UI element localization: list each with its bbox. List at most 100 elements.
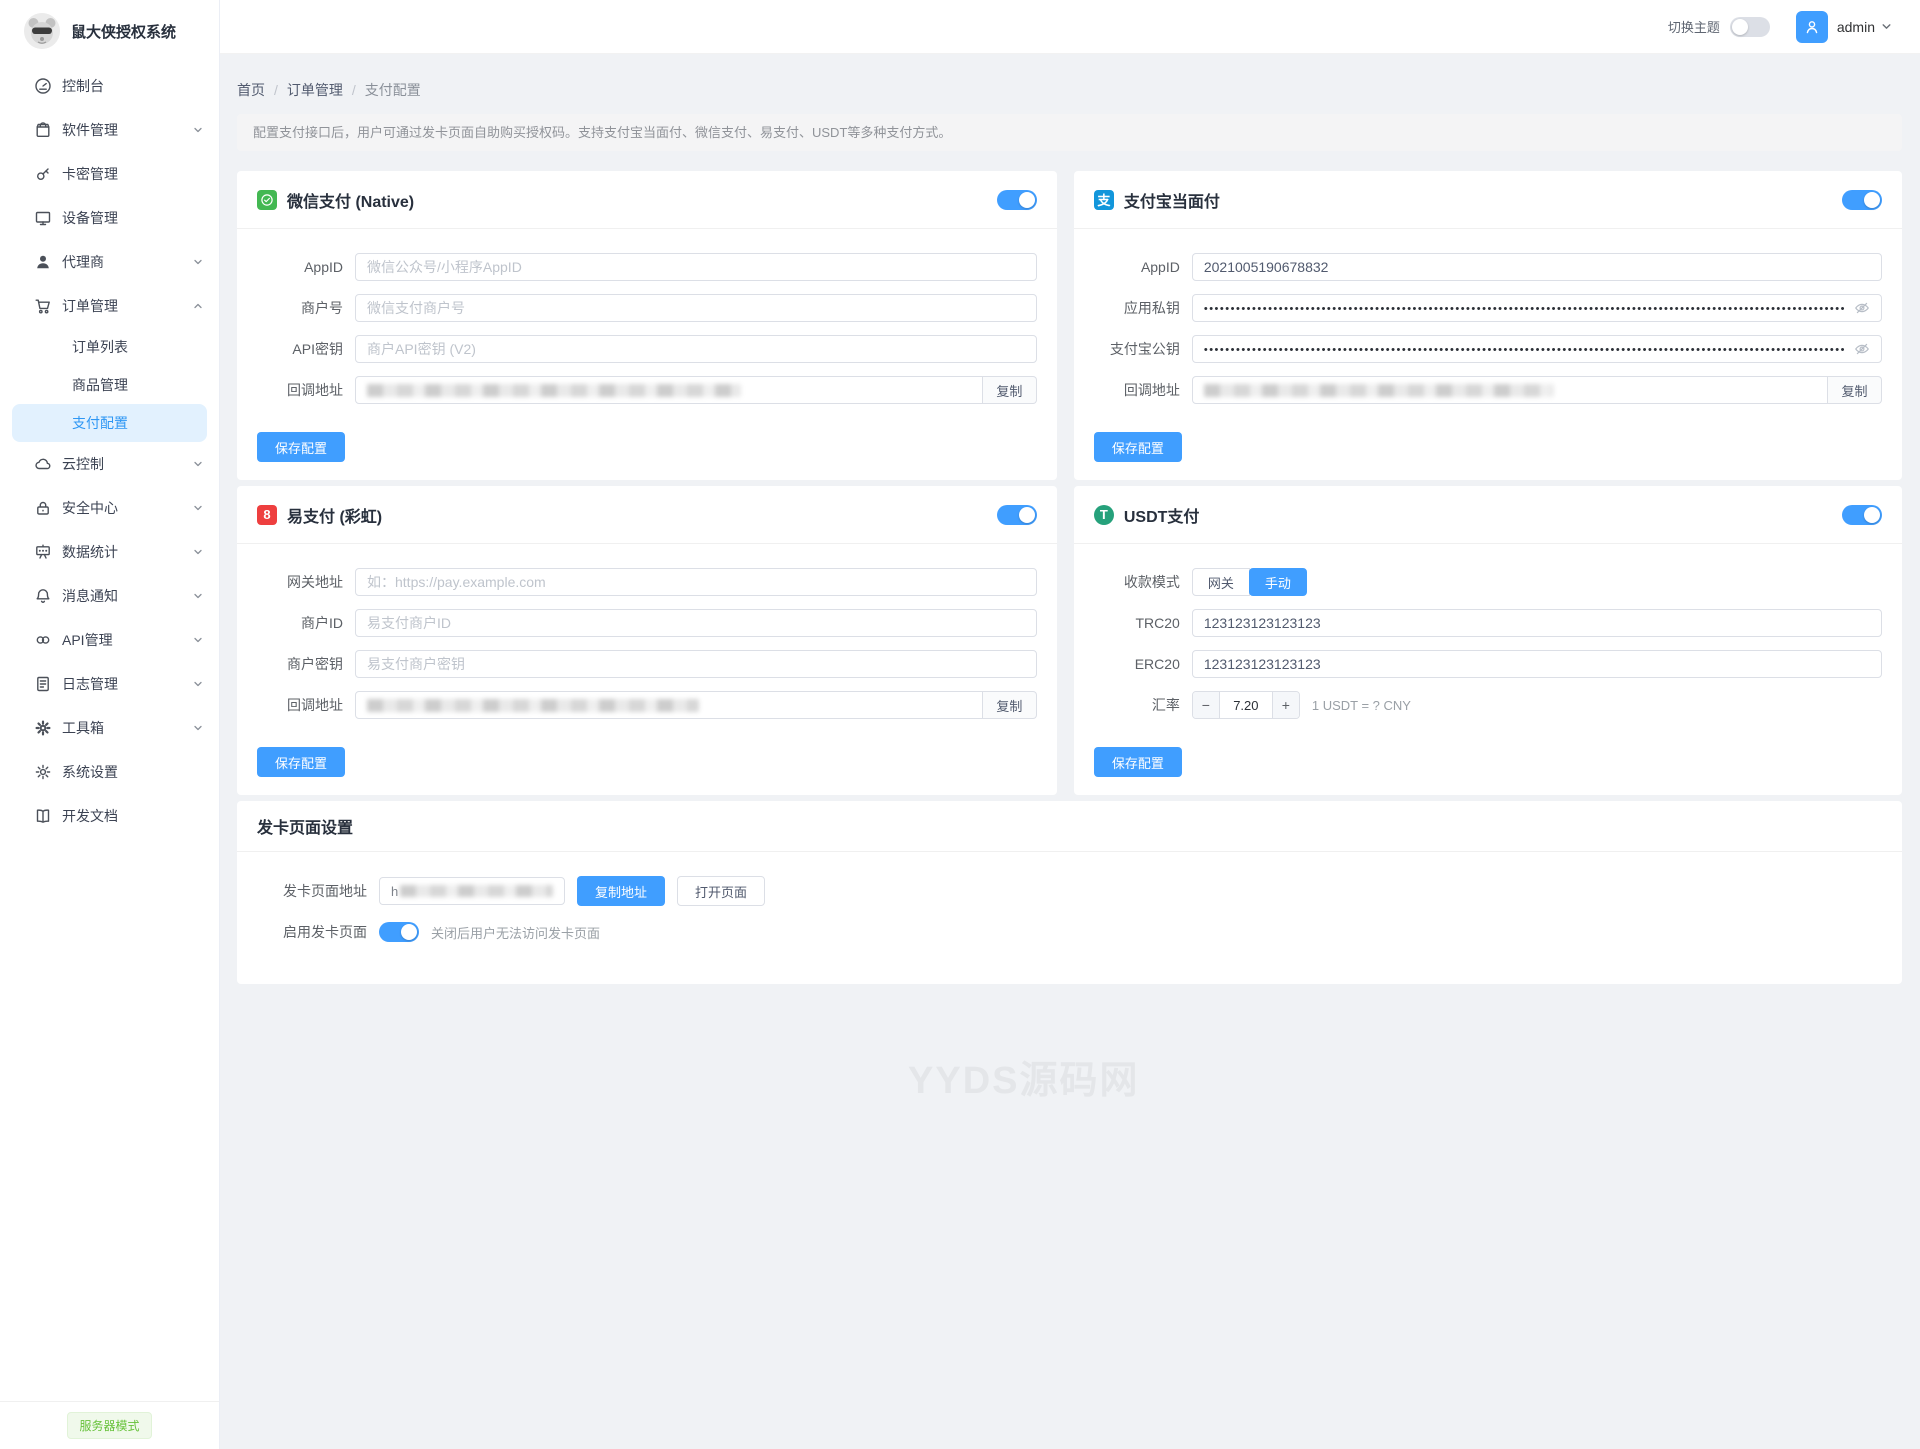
chevron-down-icon [193,679,203,689]
username-text[interactable]: admin [1836,18,1875,35]
usdt-tether-icon: T [1093,504,1114,525]
book-icon [34,807,52,825]
epay-gateway-input[interactable] [355,568,1037,596]
sidebar-item-message-notice[interactable]: 消息通知 [0,574,219,618]
sidebar-item-order-manage[interactable]: 订单管理 [0,284,219,328]
copy-url-button[interactable]: 复制地址 [577,876,666,906]
sidebar-item-dev-docs[interactable]: 开发文档 [0,794,219,838]
alipay-public-key-input[interactable]: ••••••••••••••••••••••••••••••••••••••••… [1191,335,1882,363]
eye-off-icon[interactable] [1854,341,1870,357]
sidebar-item-software-manage[interactable]: 软件管理 [0,108,219,152]
chevron-down-icon [193,257,203,267]
wechat-mchid-input[interactable] [355,294,1037,322]
alipay-private-key-label: 应用私钥 [1123,300,1180,316]
wechat-pay-card: 微信支付 (Native) AppID 商户号 API密钥 回调地址 [237,171,1057,480]
wechat-apikey-input[interactable] [355,335,1037,363]
sidebar-item-label: API管理 [62,632,113,648]
sidebar-item-device-manage[interactable]: 设备管理 [0,196,219,240]
breadcrumb-separator: / [274,82,278,98]
wechat-pay-icon [257,189,277,210]
blurred-callback-url [1203,383,1553,397]
usdt-mode-manual-button[interactable]: 手动 [1248,568,1307,596]
epay-callback-value [355,691,983,719]
eye-off-icon[interactable] [1854,300,1870,316]
usdt-erc20-label: ERC20 [1134,656,1180,672]
epay-merchant-id-input[interactable] [355,609,1037,637]
card-page-settings-card: 发卡页面设置 发卡页面地址 h 复制地址 打开页面 启用发卡页面 关闭后用户无法… [237,801,1902,984]
alipay-copy-button[interactable]: 复制 [1828,376,1882,404]
epay-card-header: 8 易支付 (彩虹) [237,486,1057,544]
sidebar-item-toolbox[interactable]: 工具箱 [0,706,219,750]
alipay-private-key-input[interactable]: ••••••••••••••••••••••••••••••••••••••••… [1191,294,1882,322]
rate-increase-button[interactable]: + [1272,692,1299,718]
alipay-save-button[interactable]: 保存配置 [1093,432,1182,462]
sidebar-item-order-list[interactable]: 订单列表 [0,328,219,366]
rate-value[interactable]: 7.20 [1218,692,1273,718]
sidebar-item-payment-config[interactable]: 支付配置 [12,404,207,442]
usdt-rate-label: 汇率 [1151,697,1180,713]
enable-card-page-caption: 关闭后用户无法访问发卡页面 [431,925,601,941]
usdt-enabled-toggle[interactable] [1842,504,1882,525]
url-prefix: h [391,883,399,899]
wechat-save-button[interactable]: 保存配置 [257,432,346,462]
sidebar-item-cardkey-manage[interactable]: 卡密管理 [0,152,219,196]
wechat-card-title: 微信支付 (Native) [287,193,415,211]
theme-switch-label: 切换主题 [1667,20,1720,35]
wechat-enabled-toggle[interactable] [996,189,1037,210]
gear-icon [34,719,52,737]
lock-icon [34,499,52,517]
wechat-callback-label: 回调地址 [287,382,343,398]
card-page-header: 发卡页面设置 [237,801,1902,852]
usdt-save-button[interactable]: 保存配置 [1093,747,1182,777]
chart-board-icon [34,543,52,561]
epay-enabled-toggle[interactable] [996,504,1037,525]
card-page-title: 发卡页面设置 [257,820,354,837]
sidebar-item-label: 订单列表 [72,339,128,355]
wechat-appid-label: AppID [304,259,343,275]
wechat-appid-input[interactable] [355,253,1037,281]
sidebar-item-label: 代理商 [62,254,104,270]
topbar: 切换主题 admin [220,0,1920,54]
enable-card-page-toggle[interactable] [379,922,419,942]
sidebar-item-data-stats[interactable]: 数据统计 [0,530,219,574]
user-avatar[interactable] [1795,10,1828,43]
epay-copy-button[interactable]: 复制 [982,691,1037,719]
sidebar-item-label: 商品管理 [72,377,128,393]
epay-merchant-key-input[interactable] [355,650,1037,678]
usdt-card: T USDT支付 收款模式 网关 手动 TRC20 [1073,486,1902,795]
bell-icon [34,587,52,605]
breadcrumb-home[interactable]: 首页 [237,82,265,98]
theme-toggle[interactable] [1729,16,1770,37]
usdt-erc20-input[interactable] [1191,650,1882,678]
card-page-url-input[interactable]: h [379,877,565,905]
sidebar-item-cloud-control[interactable]: 云控制 [0,442,219,486]
epay-save-button[interactable]: 保存配置 [257,747,346,777]
sidebar-item-agent[interactable]: 代理商 [0,240,219,284]
alipay-card-title: 支付宝当面付 [1123,193,1220,211]
sidebar-item-security-center[interactable]: 安全中心 [0,486,219,530]
sidebar-item-label: 安全中心 [62,500,118,516]
cloud-icon [34,455,52,473]
wechat-copy-button[interactable]: 复制 [982,376,1037,404]
chevron-down-icon [193,503,203,513]
sidebar-item-label: 数据统计 [62,544,118,560]
sidebar-item-product-manage[interactable]: 商品管理 [0,366,219,404]
breadcrumb-order-manage[interactable]: 订单管理 [286,82,343,98]
sidebar-item-log-manage[interactable]: 日志管理 [0,662,219,706]
breadcrumb-current: 支付配置 [364,82,421,98]
usdt-trc20-input[interactable] [1191,609,1882,637]
usdt-mode-gateway-button[interactable]: 网关 [1191,568,1250,596]
chevron-down-icon [193,635,203,645]
sidebar-item-system-settings[interactable]: 系统设置 [0,750,219,794]
link-icon [34,631,52,649]
alipay-appid-input[interactable] [1191,253,1882,281]
rate-decrease-button[interactable]: − [1192,692,1219,718]
chevron-down-icon[interactable] [1881,21,1892,32]
sidebar-item-api-manage[interactable]: API管理 [0,618,219,662]
alipay-enabled-toggle[interactable] [1842,189,1882,210]
watermark-text: YYDS源码网 [908,1060,1140,1102]
chevron-down-icon [193,125,203,135]
sidebar-item-label: 日志管理 [62,676,118,692]
sidebar-item-dashboard[interactable]: 控制台 [0,64,219,108]
open-page-button[interactable]: 打开页面 [677,876,766,906]
